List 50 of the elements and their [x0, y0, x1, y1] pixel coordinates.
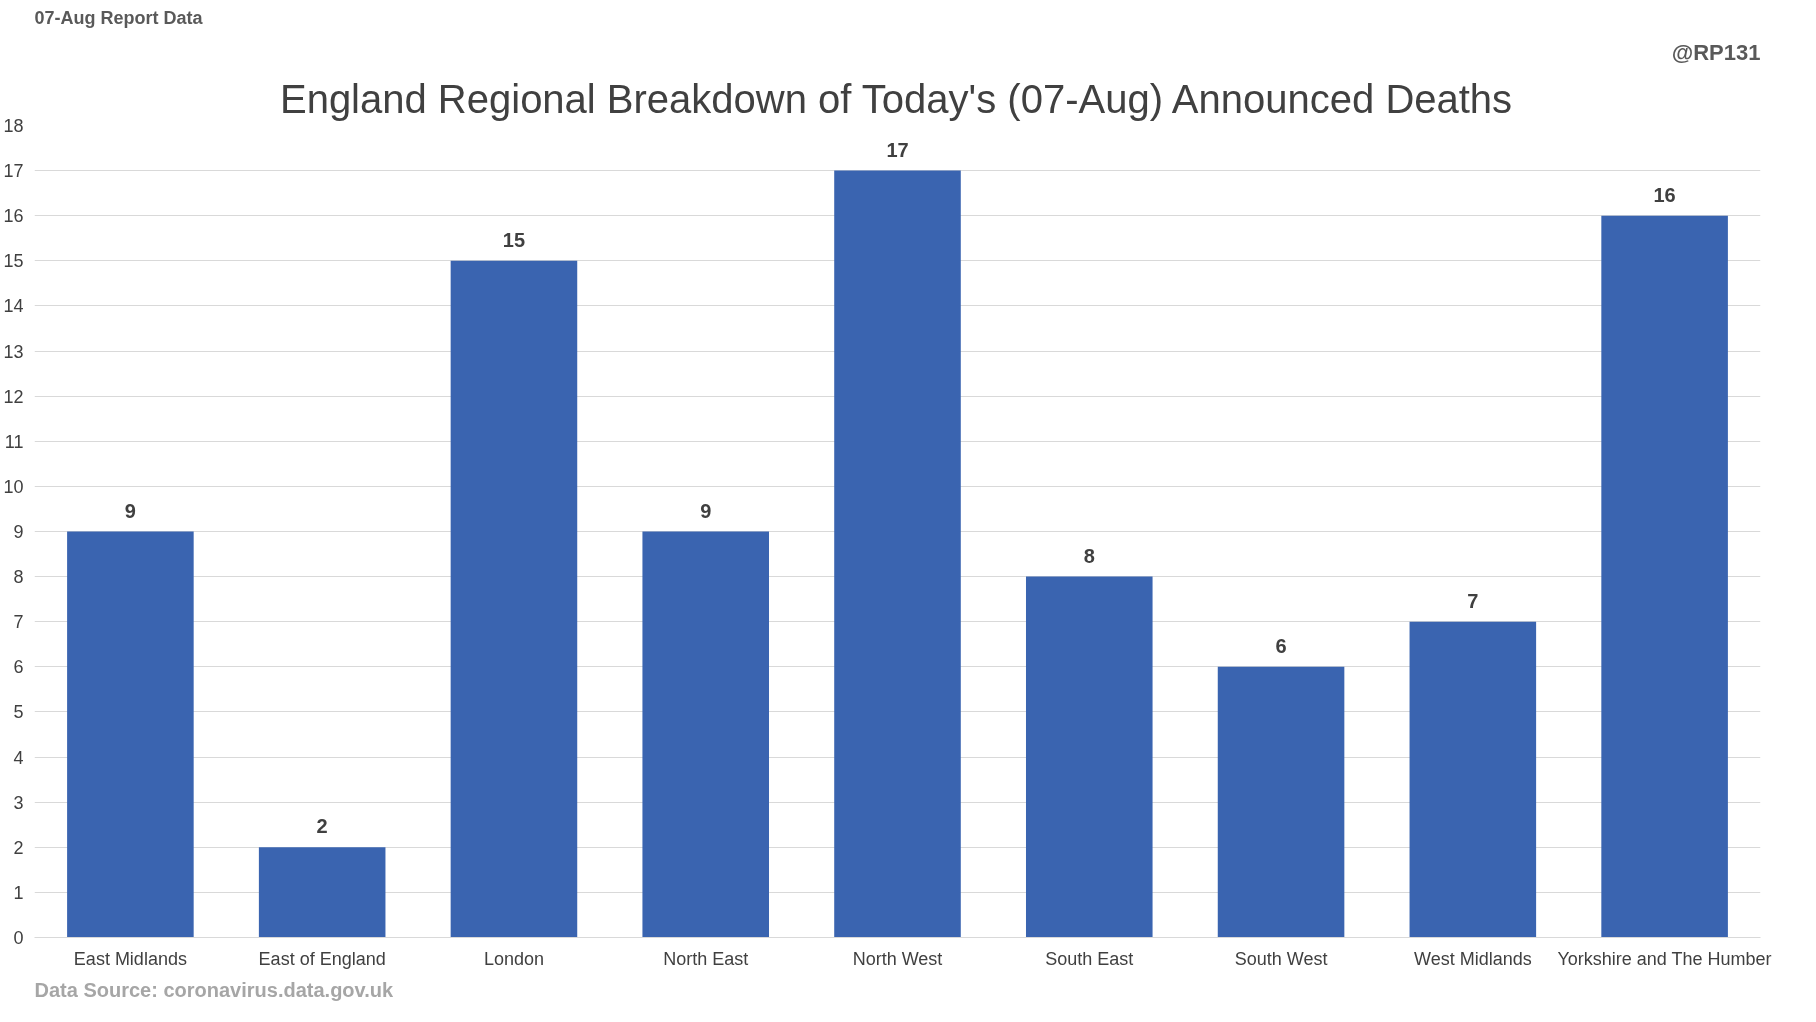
- bar: [258, 847, 386, 938]
- x-tick-label: East of England: [258, 948, 386, 969]
- y-tick-label: 9: [13, 522, 24, 542]
- y-tick-label: 12: [3, 386, 24, 407]
- bar: [1217, 666, 1345, 938]
- bar: [67, 531, 194, 938]
- bar: [1601, 215, 1728, 938]
- y-tick-label: 5: [13, 702, 24, 723]
- text: @RP131: [1671, 39, 1761, 65]
- data-label: 2: [316, 815, 328, 838]
- data-label: 8: [1083, 544, 1095, 567]
- x-tick-label: North West: [852, 948, 943, 969]
- y-tick-label: 6: [13, 657, 24, 678]
- x-tick-label: North East: [663, 948, 749, 969]
- y-tick-label: 3: [13, 792, 24, 813]
- y-tick-label: 18: [3, 116, 24, 136]
- y-tick-label: 1: [13, 882, 24, 903]
- chart-title: England Regional Breakdown of Today's (07-Aug) Announced Deaths: [279, 76, 1513, 121]
- data-label: 17: [886, 138, 909, 161]
- bar: [834, 170, 961, 938]
- bar: [1409, 621, 1537, 938]
- y-tick-label: 7: [13, 612, 24, 633]
- data-label: 16: [1653, 183, 1676, 206]
- bar: [642, 531, 770, 938]
- y-tick-label: 10: [3, 476, 24, 497]
- x-tick-label: London: [483, 948, 544, 969]
- x-tick-label: South East: [1045, 948, 1134, 969]
- y-tick-label: 13: [3, 341, 24, 362]
- data-label: 9: [124, 499, 136, 522]
- bar: [1025, 576, 1153, 938]
- y-tick-label: 15: [3, 251, 24, 272]
- source-note: Data Source: coronavirus.data.gov.uk: [34, 978, 394, 1001]
- x-tick-label: West Midlands: [1413, 948, 1532, 969]
- data-label: 6: [1275, 634, 1287, 657]
- text: 07-Aug Report Data: [34, 7, 204, 28]
- y-tick-label: 0: [13, 928, 24, 948]
- data-label: 9: [700, 499, 712, 522]
- bar: [450, 260, 578, 938]
- y-tick-label: 11: [4, 431, 24, 452]
- y-tick-label: 2: [13, 837, 24, 858]
- y-tick-label: 17: [3, 161, 24, 182]
- data-label: 7: [1467, 589, 1479, 612]
- y-tick-label: 14: [3, 296, 24, 317]
- y-tick-label: 8: [13, 567, 24, 588]
- x-tick-label: Yorkshire and The Humber: [1557, 948, 1772, 969]
- data-label: 15: [502, 228, 526, 251]
- y-tick-label: 16: [3, 206, 24, 227]
- x-tick-label: East Midlands: [73, 948, 187, 969]
- x-tick-label: South West: [1234, 948, 1328, 969]
- y-tick-label: 4: [13, 747, 24, 768]
